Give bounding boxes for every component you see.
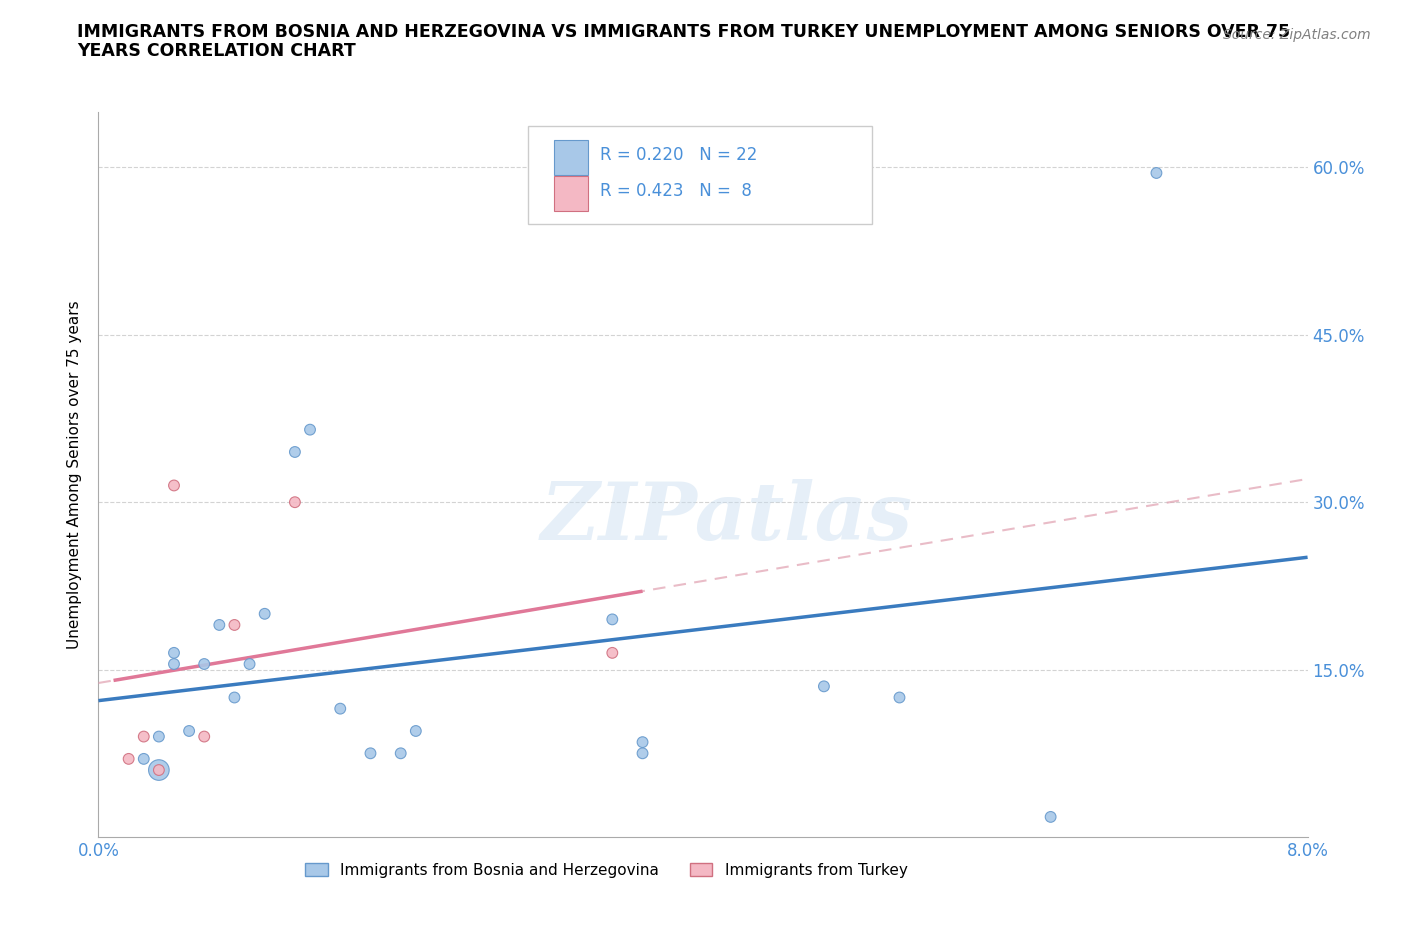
Text: IMMIGRANTS FROM BOSNIA AND HERZEGOVINA VS IMMIGRANTS FROM TURKEY UNEMPLOYMENT AM: IMMIGRANTS FROM BOSNIA AND HERZEGOVINA V… <box>77 23 1291 41</box>
Y-axis label: Unemployment Among Seniors over 75 years: Unemployment Among Seniors over 75 years <box>67 300 83 648</box>
Text: YEARS CORRELATION CHART: YEARS CORRELATION CHART <box>77 42 356 60</box>
Legend: Immigrants from Bosnia and Herzegovina, Immigrants from Turkey: Immigrants from Bosnia and Herzegovina, … <box>299 857 914 884</box>
Point <box>179 724 201 738</box>
Point <box>148 763 170 777</box>
Point <box>602 645 624 660</box>
Point <box>163 645 186 660</box>
Point <box>631 735 654 750</box>
Point <box>148 729 170 744</box>
Point <box>253 606 276 621</box>
Point <box>889 690 911 705</box>
Point <box>224 690 246 705</box>
Text: Source: ZipAtlas.com: Source: ZipAtlas.com <box>1223 28 1371 42</box>
Point <box>329 701 352 716</box>
Point <box>389 746 412 761</box>
Point <box>1039 809 1062 824</box>
Point <box>208 618 231 632</box>
Point <box>224 618 246 632</box>
Point <box>813 679 835 694</box>
Point <box>118 751 141 766</box>
Point <box>284 445 307 459</box>
Point <box>239 657 262 671</box>
Point <box>631 746 654 761</box>
Bar <box>554 176 588 211</box>
Point <box>405 724 427 738</box>
Point <box>284 495 307 510</box>
Point <box>132 729 155 744</box>
Point <box>193 657 215 671</box>
FancyBboxPatch shape <box>527 126 872 224</box>
Point <box>132 751 155 766</box>
Point <box>1146 166 1168 180</box>
Bar <box>554 140 588 175</box>
Point <box>360 746 382 761</box>
Point <box>299 422 322 437</box>
Point <box>602 612 624 627</box>
Text: R = 0.423   N =  8: R = 0.423 N = 8 <box>600 182 752 200</box>
Text: ZIPatlas: ZIPatlas <box>541 479 914 556</box>
Text: R = 0.220   N = 22: R = 0.220 N = 22 <box>600 146 758 164</box>
Point <box>193 729 215 744</box>
Point <box>148 763 170 777</box>
Point <box>163 478 186 493</box>
Point <box>163 657 186 671</box>
